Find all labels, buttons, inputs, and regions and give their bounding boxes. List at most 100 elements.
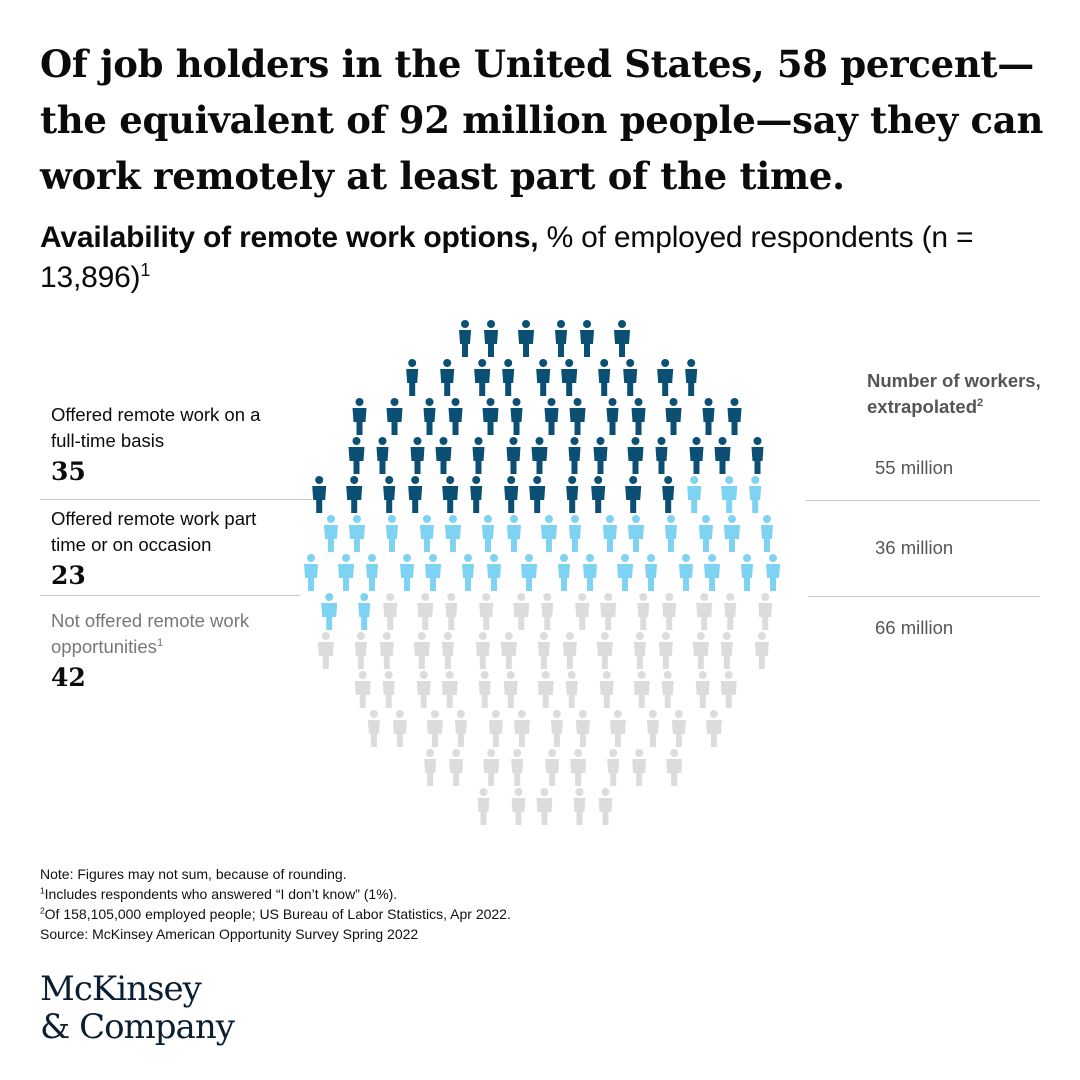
person-icon: [482, 398, 499, 435]
person-icon: [751, 437, 764, 474]
person-icon: [376, 437, 389, 474]
divider: [40, 499, 312, 500]
person-icon: [721, 476, 738, 513]
person-icon: [511, 749, 524, 786]
person-icon: [596, 632, 613, 669]
person-icon: [442, 476, 459, 513]
person-icon: [702, 398, 715, 435]
person-icon: [695, 671, 710, 708]
person-icon: [510, 398, 523, 435]
person-icon: [449, 749, 464, 786]
person-icon: [500, 632, 517, 669]
person-icon: [502, 359, 515, 396]
person-icon: [600, 593, 617, 630]
person-icon: [354, 632, 367, 669]
person-icon: [568, 437, 581, 474]
footnote: 1Includes respondents who answered “I do…: [40, 885, 398, 902]
person-icon: [720, 632, 733, 669]
person-icon: [565, 671, 578, 708]
person-icon: [646, 710, 659, 747]
person-icon: [658, 632, 673, 669]
person-icon: [537, 632, 550, 669]
person-icon: [413, 632, 430, 669]
person-icon: [749, 476, 762, 513]
person-icon: [317, 632, 334, 669]
chart-subtitle: Availability of remote work options, % o…: [40, 218, 1050, 298]
person-icon: [671, 710, 686, 747]
person-icon: [602, 515, 617, 552]
person-icon: [348, 437, 365, 474]
person-icon: [406, 359, 419, 396]
person-icon: [484, 320, 499, 357]
person-icon: [477, 788, 490, 825]
person-icon: [382, 671, 395, 708]
category-label: Not offered remote work opportunities1: [51, 608, 291, 660]
person-icon: [504, 476, 519, 513]
person-icon: [558, 554, 571, 591]
person-icon: [637, 593, 650, 630]
category-value: 23: [51, 561, 86, 590]
footnotes: Note: Figures may not sum, because of ro…: [40, 864, 511, 944]
person-icon: [679, 554, 694, 591]
person-icon: [536, 788, 553, 825]
person-icon: [424, 749, 437, 786]
person-icon: [583, 554, 598, 591]
person-icon: [760, 515, 773, 552]
person-icon: [416, 671, 431, 708]
person-icon: [386, 398, 403, 435]
subtitle-footnote-marker: 1: [140, 260, 151, 280]
person-icon: [573, 788, 586, 825]
person-icon: [358, 593, 371, 630]
person-icon: [754, 632, 769, 669]
person-icon: [481, 515, 494, 552]
person-icon: [720, 671, 737, 708]
category-label-text: Not offered remote work opportunities: [51, 610, 250, 657]
person-icon: [379, 632, 394, 669]
person-icon: [661, 671, 674, 708]
category-part-time: Offered remote work part time or on occa…: [51, 506, 291, 591]
person-icon: [521, 554, 538, 591]
category-value: 42: [51, 663, 86, 692]
person-icon: [724, 593, 737, 630]
person-icon: [727, 398, 742, 435]
person-icon: [400, 554, 415, 591]
person-icon: [511, 788, 526, 825]
person-icon: [593, 437, 608, 474]
person-icon: [518, 320, 535, 357]
person-icon: [366, 554, 379, 591]
person-icon: [665, 398, 682, 435]
person-icon: [545, 749, 560, 786]
person-icon: [657, 359, 674, 396]
person-icon: [645, 554, 658, 591]
person-icon: [408, 476, 423, 513]
person-icon: [568, 515, 581, 552]
footnote: Note: Figures may not sum, because of ro…: [40, 866, 347, 882]
person-icon: [550, 710, 563, 747]
person-icon: [385, 515, 398, 552]
person-icon: [483, 749, 500, 786]
person-icon: [698, 515, 713, 552]
person-icon: [598, 359, 611, 396]
category-full-time: Offered remote work on a full-time basis…: [51, 402, 291, 487]
person-icon: [623, 359, 638, 396]
person-icon: [625, 476, 642, 513]
person-icon: [513, 593, 530, 630]
person-icon: [417, 593, 434, 630]
workers-value-full-time: 55 million: [875, 457, 954, 478]
person-icon: [459, 320, 472, 357]
person-icon: [441, 632, 454, 669]
person-icon: [531, 437, 548, 474]
workers-value-not-offered: 66 million: [875, 617, 954, 638]
person-icon: [632, 749, 647, 786]
person-icon: [540, 515, 557, 552]
person-icon: [758, 593, 773, 630]
person-icon: [580, 320, 595, 357]
person-icon: [741, 554, 754, 591]
workers-value-part-time: 36 million: [875, 537, 954, 558]
person-icon: [570, 749, 587, 786]
person-icon: [555, 320, 568, 357]
divider: [806, 500, 1040, 501]
person-icon: [566, 476, 579, 513]
person-icon: [692, 632, 709, 669]
person-icon: [599, 671, 614, 708]
